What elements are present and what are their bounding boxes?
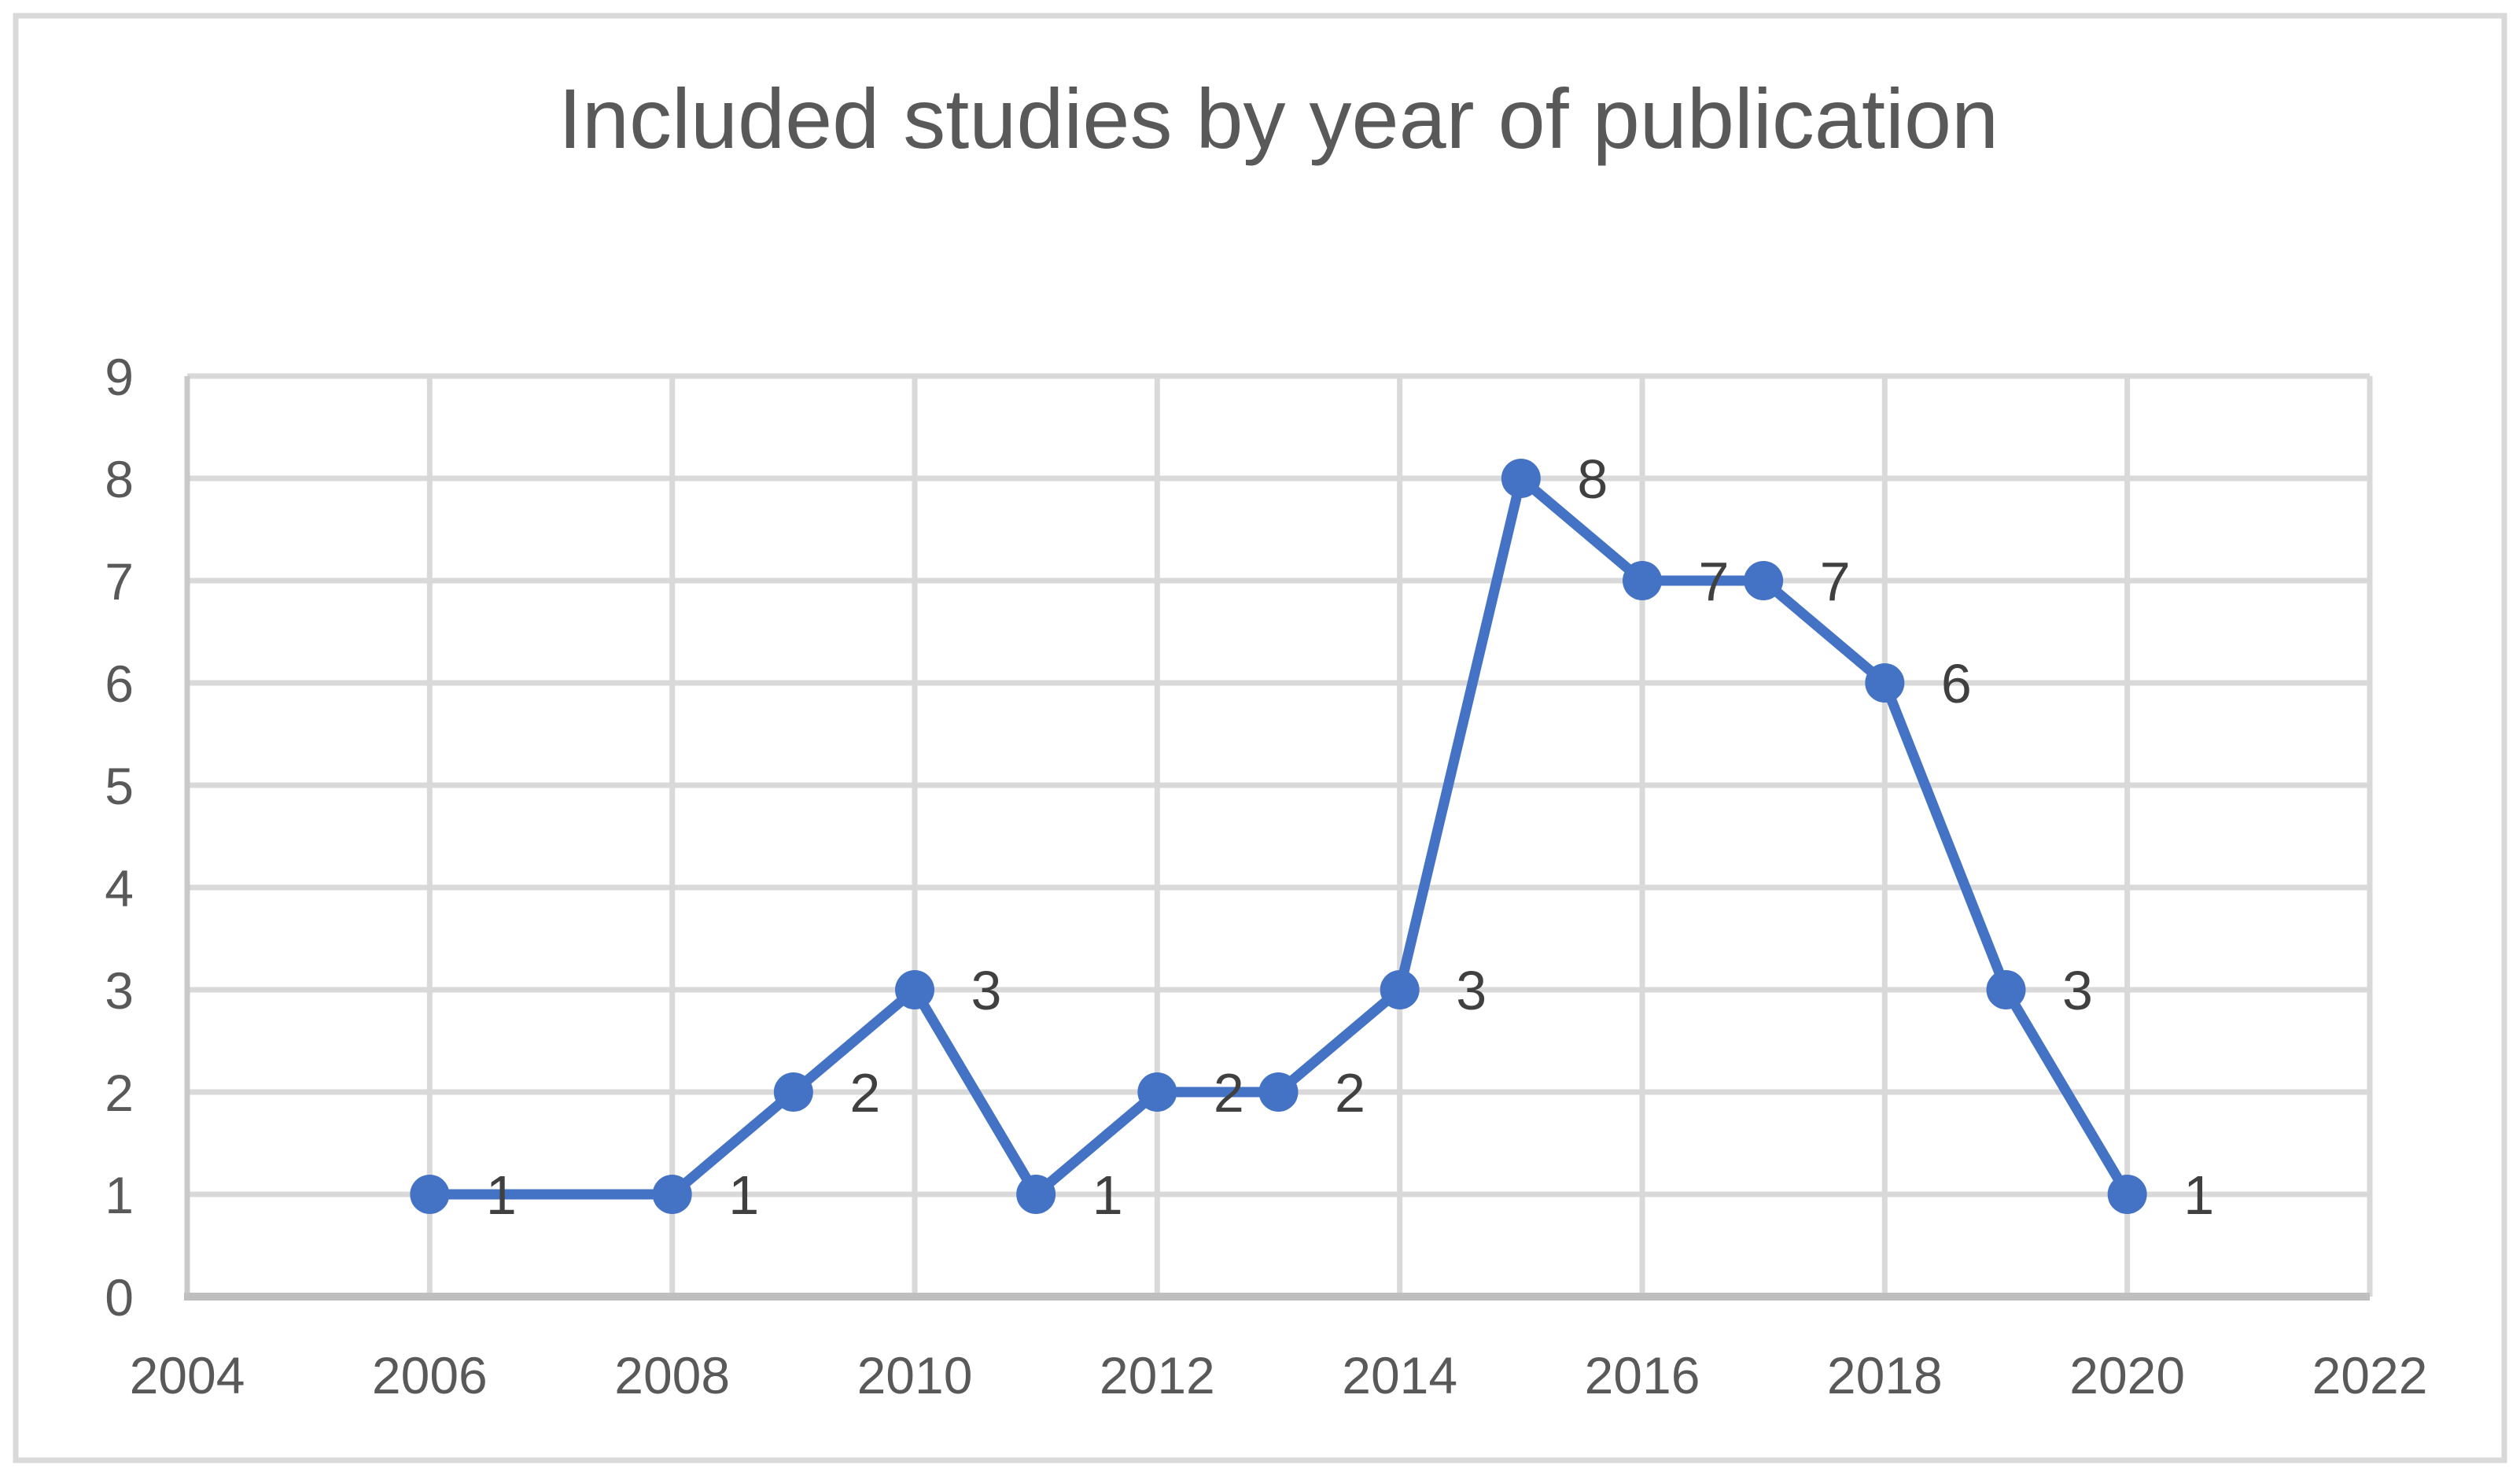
x-tick-label-2020: 2020: [2069, 1346, 2185, 1404]
data-point-label-2008: 1: [728, 1164, 759, 1226]
data-point-marker-2006: [410, 1175, 450, 1214]
x-tick-label-2008: 2008: [614, 1346, 730, 1404]
data-point-marker-2009: [773, 1072, 813, 1112]
data-point-marker-2012: [1137, 1072, 1177, 1112]
chart-title: Included studies by year of publication: [558, 71, 1999, 166]
y-tick-label-6: 6: [105, 655, 134, 713]
y-tick-label-7: 7: [105, 552, 134, 611]
y-tick-label-9: 9: [105, 348, 134, 406]
data-point-marker-2018: [1865, 663, 1905, 703]
data-point-marker-2008: [652, 1175, 692, 1214]
y-tick-label-8: 8: [105, 450, 134, 508]
image-frame-border: [13, 13, 2507, 1463]
data-point-marker-2016: [1623, 561, 1662, 600]
x-tick-label-2006: 2006: [372, 1346, 488, 1404]
data-point-label-2012: 2: [1214, 1062, 1244, 1124]
data-point-label-2016: 7: [1699, 551, 1730, 612]
x-tick-label-2022: 2022: [2312, 1346, 2428, 1404]
data-point-label-2009: 2: [849, 1062, 880, 1124]
data-point-label-2018: 6: [1941, 653, 1972, 714]
x-tick-label-2004: 2004: [130, 1346, 245, 1404]
data-point-marker-2010: [895, 970, 934, 1009]
data-point-marker-2013: [1258, 1072, 1299, 1112]
data-point-label-2011: 1: [1092, 1164, 1123, 1226]
y-tick-label-5: 5: [105, 757, 134, 815]
data-point-marker-2014: [1380, 970, 1420, 1009]
x-tick-label-2016: 2016: [1585, 1346, 1700, 1404]
data-point-marker-2017: [1744, 561, 1784, 600]
x-tick-label-2018: 2018: [1827, 1346, 1943, 1404]
y-tick-label-1: 1: [105, 1166, 134, 1224]
x-tick-label-2014: 2014: [1342, 1346, 1457, 1404]
y-tick-label-3: 3: [105, 961, 134, 1020]
y-tick-label-2: 2: [105, 1064, 134, 1122]
data-point-label-2019: 3: [2062, 960, 2093, 1021]
data-point-label-2006: 1: [486, 1164, 517, 1226]
data-point-label-2014: 3: [1456, 960, 1487, 1021]
data-point-label-2013: 2: [1335, 1062, 1365, 1124]
y-tick-label-0: 0: [105, 1268, 134, 1327]
data-point-marker-2011: [1016, 1175, 1056, 1214]
data-point-marker-2019: [1986, 970, 2026, 1009]
data-point-label-2015: 8: [1577, 448, 1608, 510]
data-point-label-2020: 1: [2183, 1164, 2214, 1226]
y-tick-label-4: 4: [105, 859, 134, 917]
data-point-label-2017: 7: [1820, 551, 1851, 612]
x-tick-label-2012: 2012: [1100, 1346, 1215, 1404]
data-point-marker-2020: [2107, 1175, 2147, 1214]
series-line: [424, 473, 2133, 1200]
x-tick-label-2010: 2010: [857, 1346, 973, 1404]
data-point-marker-2015: [1501, 459, 1541, 498]
data-point-label-2010: 3: [971, 960, 1002, 1021]
